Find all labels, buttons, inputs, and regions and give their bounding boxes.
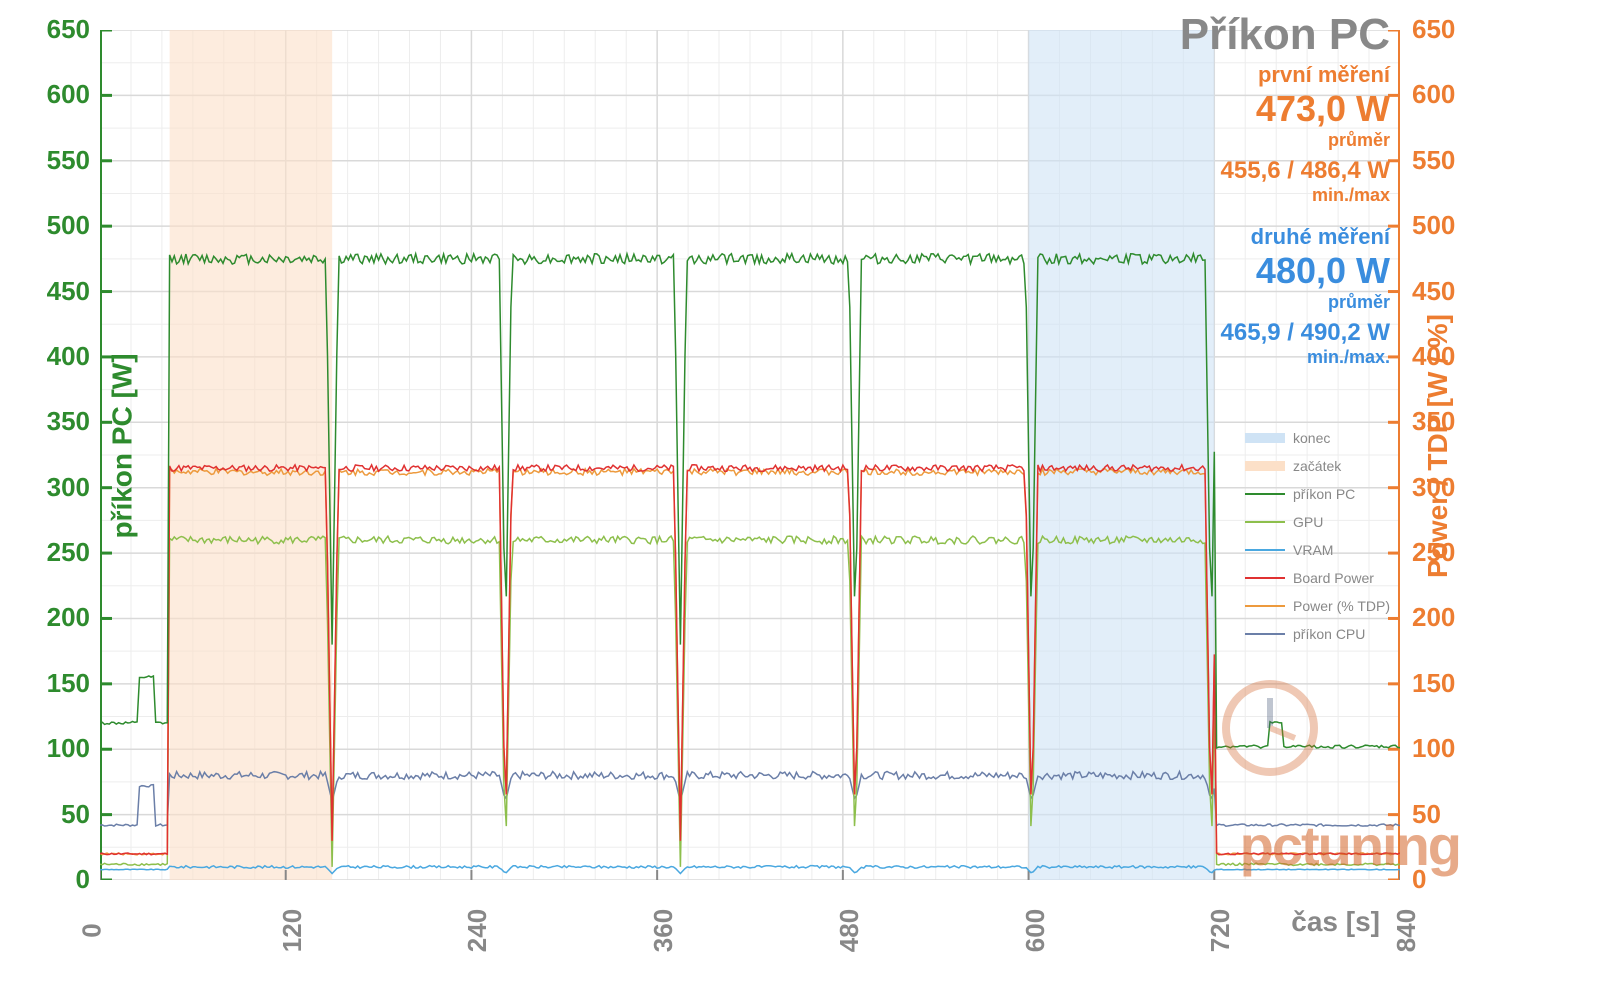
- chart-container: 050100150200250300350400450500550600650 …: [0, 0, 1600, 1008]
- meas-avg: 473,0 W: [1180, 88, 1390, 130]
- meas-minmax: 465,9 / 490,2 W: [1180, 319, 1390, 347]
- x-tick: 720: [1205, 909, 1236, 952]
- meas-minmax-sub: min./max: [1180, 185, 1390, 206]
- x-tick: 840: [1391, 909, 1422, 952]
- legend-swatch: [1245, 493, 1285, 495]
- legend-label: příkon PC: [1293, 486, 1355, 502]
- legend-label: Board Power: [1293, 570, 1374, 586]
- y-axis-left-label: příkon PC [W]: [107, 353, 139, 538]
- y-left-tick: 50: [30, 799, 90, 830]
- legend-item: začátek: [1245, 458, 1390, 474]
- y-left-tick: 200: [30, 602, 90, 633]
- legend-swatch: [1245, 433, 1285, 443]
- y-left-tick: 400: [30, 341, 90, 372]
- legend-swatch: [1245, 549, 1285, 551]
- legend-item: GPU: [1245, 514, 1390, 530]
- meas-avg: 480,0 W: [1180, 250, 1390, 292]
- legend-label: GPU: [1293, 514, 1323, 530]
- meas-label: první měření: [1180, 62, 1390, 88]
- y-right-tick: 150: [1412, 668, 1472, 699]
- x-tick: 480: [834, 909, 865, 952]
- x-tick: 0: [77, 923, 108, 937]
- meas-avg-sub: průměr: [1180, 292, 1390, 313]
- legend-label: začátek: [1293, 458, 1341, 474]
- legend-item: Board Power: [1245, 570, 1390, 586]
- legend-swatch: [1245, 521, 1285, 523]
- legend-item: příkon CPU: [1245, 626, 1390, 642]
- y-axis-right-label: Power / TDP [W / %]: [1422, 314, 1454, 578]
- legend-item: konec: [1245, 430, 1390, 446]
- meas-label: druhé měření: [1180, 224, 1390, 250]
- legend-label: VRAM: [1293, 542, 1333, 558]
- watermark-clock-icon: [1220, 678, 1320, 778]
- y-left-tick: 500: [30, 210, 90, 241]
- y-right-tick: 600: [1412, 79, 1472, 110]
- legend-swatch: [1245, 577, 1285, 579]
- legend-label: příkon CPU: [1293, 626, 1365, 642]
- title-block: Příkon PC první měření473,0 Wprůměr455,6…: [1180, 10, 1390, 368]
- x-tick: 240: [463, 909, 494, 952]
- y-right-tick: 550: [1412, 145, 1472, 176]
- y-right-tick: 200: [1412, 602, 1472, 633]
- y-right-tick: 450: [1412, 276, 1472, 307]
- y-left-tick: 300: [30, 472, 90, 503]
- watermark-text: pctuning: [1240, 813, 1460, 878]
- meas-minmax-sub: min./max.: [1180, 347, 1390, 368]
- x-tick: 360: [648, 909, 679, 952]
- y-left-tick: 450: [30, 276, 90, 307]
- y-left-tick: 600: [30, 79, 90, 110]
- legend-swatch: [1245, 461, 1285, 471]
- chart-title: Příkon PC: [1180, 10, 1390, 60]
- x-tick: 600: [1020, 909, 1051, 952]
- legend: konec začátek příkon PC GPU VRAM Board Power P…: [1245, 430, 1390, 654]
- legend-label: Power (% TDP): [1293, 598, 1390, 614]
- y-right-tick: 500: [1412, 210, 1472, 241]
- legend-item: příkon PC: [1245, 486, 1390, 502]
- legend-swatch: [1245, 633, 1285, 635]
- y-left-tick: 250: [30, 537, 90, 568]
- measurement-second: druhé měření480,0 Wprůměr 465,9 / 490,2 W…: [1180, 224, 1390, 368]
- y-left-tick: 100: [30, 733, 90, 764]
- y-left-tick: 550: [30, 145, 90, 176]
- legend-label: konec: [1293, 430, 1330, 446]
- x-tick: 120: [277, 909, 308, 952]
- measurement-first: první měření473,0 Wprůměr 455,6 / 486,4 W…: [1180, 62, 1390, 206]
- legend-item: VRAM: [1245, 542, 1390, 558]
- y-left-tick: 0: [30, 864, 90, 895]
- meas-avg-sub: průměr: [1180, 130, 1390, 151]
- y-right-tick: 650: [1412, 14, 1472, 45]
- y-left-tick: 350: [30, 406, 90, 437]
- y-left-tick: 650: [30, 14, 90, 45]
- legend-item: Power (% TDP): [1245, 598, 1390, 614]
- y-right-tick: 100: [1412, 733, 1472, 764]
- meas-minmax: 455,6 / 486,4 W: [1180, 157, 1390, 185]
- legend-swatch: [1245, 605, 1285, 607]
- y-left-tick: 150: [30, 668, 90, 699]
- x-axis-label: čas [s]: [1291, 906, 1380, 938]
